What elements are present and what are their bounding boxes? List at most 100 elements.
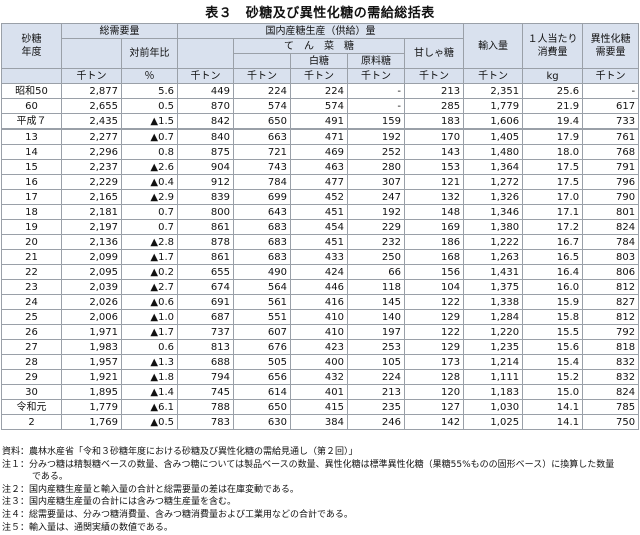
header-tensai: て ん 菜 糖	[233, 38, 405, 54]
value-cell: 127	[403, 399, 465, 415]
header-tensai-blank	[233, 53, 291, 69]
unit-cell: 千トン	[61, 68, 122, 84]
value-cell: 676	[233, 339, 291, 355]
value-cell: 904	[177, 159, 234, 175]
value-cell: 824	[582, 384, 640, 400]
value-cell: 156	[403, 264, 465, 280]
value-cell: 827	[582, 294, 640, 310]
table-row: 30 1,895 ▲1.4 745 614 401 213 120 1,183 15.0 824	[1, 384, 640, 400]
table-row: 29 1,921 ▲1.8 794 656 432 224 128 1,111 15.2 832	[1, 369, 640, 385]
value-cell: 186	[403, 234, 465, 250]
value-cell: 1,480	[463, 144, 524, 160]
value-cell: 912	[177, 174, 234, 190]
value-cell: 2,277	[61, 128, 122, 145]
table-title: 表３ 砂糖及び異性化糖の需給総括表	[205, 6, 435, 21]
value-cell: 16.5	[522, 249, 584, 265]
value-cell: 1,263	[463, 249, 524, 265]
value-cell: 170	[403, 128, 465, 145]
value-cell: 878	[177, 234, 234, 250]
value-cell: 400	[290, 354, 348, 370]
table-row: 20 2,136 ▲2.8 878 683 451 232 186 1,222 16.7 784	[1, 234, 640, 250]
value-cell: 818	[582, 339, 640, 355]
value-cell: 1,214	[463, 354, 524, 370]
value-cell: 655	[177, 264, 234, 280]
value-cell: 192	[347, 204, 405, 220]
value-cell: 451	[290, 204, 348, 220]
value-cell: 1,375	[463, 279, 524, 295]
year-cell: 29	[1, 369, 62, 385]
value-cell: 423	[290, 339, 348, 355]
value-cell: 17.1	[522, 204, 584, 220]
value-cell: 683	[233, 234, 291, 250]
value-cell: 17.2	[522, 219, 584, 235]
value-cell: 1,779	[61, 399, 122, 415]
value-cell: ▲0.6	[121, 294, 178, 310]
value-cell: 1,769	[61, 414, 122, 430]
unit-cell: kg	[522, 68, 584, 84]
table-row: 13 2,277 ▲0.7 840 663 471 192 170 1,405 17.9 761	[1, 128, 640, 145]
value-cell: 159	[347, 113, 405, 130]
value-cell: ▲0.7	[121, 128, 178, 145]
value-cell: 2,237	[61, 159, 122, 175]
value-cell: 0.6	[121, 339, 178, 355]
value-cell: 2,197	[61, 219, 122, 235]
value-cell: 229	[347, 219, 405, 235]
value-cell: 1,235	[463, 339, 524, 355]
value-cell: 2,655	[61, 98, 122, 114]
year-cell: 24	[1, 294, 62, 310]
header-demand: 総需要量	[61, 23, 178, 39]
value-cell: 14.1	[522, 399, 584, 415]
value-cell: -	[347, 83, 405, 99]
value-cell: 432	[290, 369, 348, 385]
value-cell: 213	[347, 384, 405, 400]
value-cell: 1,326	[463, 189, 524, 205]
value-cell: 643	[233, 204, 291, 220]
table-body: 昭和50 2,877 5.6 449 224 224-213 2,351 25.6-60 2,6…	[1, 83, 640, 430]
value-cell: 104	[403, 279, 465, 295]
value-cell: 2,229	[61, 174, 122, 190]
value-cell: 16.7	[522, 234, 584, 250]
value-cell: 870	[177, 98, 234, 114]
year-cell: 28	[1, 354, 62, 370]
value-cell: 1,921	[61, 369, 122, 385]
value-cell: 173	[403, 354, 465, 370]
value-cell: 1,606	[463, 113, 524, 130]
value-cell: 2,351	[463, 83, 524, 99]
value-cell: ▲2.7	[121, 279, 178, 295]
value-cell: 15.5	[522, 324, 584, 340]
value-cell: 122	[403, 324, 465, 340]
value-cell: 128	[403, 369, 465, 385]
value-cell: 384	[290, 414, 348, 430]
value-cell: 800	[177, 204, 234, 220]
value-cell: 250	[347, 249, 405, 265]
year-cell: 60	[1, 98, 62, 114]
year-cell: 令和元	[1, 399, 62, 415]
value-cell: 832	[582, 369, 640, 385]
table-row: 平成７ 2,435 ▲1.5 842 650 491 159 183 1,606 19.4 733	[1, 113, 640, 130]
header-percap: １人当たり 消費量	[522, 23, 584, 69]
value-cell: 861	[177, 249, 234, 265]
year-cell: 21	[1, 249, 62, 265]
value-cell: 617	[582, 98, 640, 114]
value-cell: 105	[347, 354, 405, 370]
value-cell: 143	[403, 144, 465, 160]
value-cell: 750	[582, 414, 640, 430]
value-cell: 2,296	[61, 144, 122, 160]
value-cell: 1,405	[463, 128, 524, 145]
table-row: 23 2,039 ▲2.7 674 564 446 118 104 1,375 16.0 812	[1, 279, 640, 295]
value-cell: 551	[233, 309, 291, 325]
value-cell: 452	[290, 189, 348, 205]
value-cell: 674	[177, 279, 234, 295]
table-row: 18 2,181 0.7 800 643 451 192 148 1,346 17.1 801	[1, 204, 640, 220]
value-cell: 17.0	[522, 189, 584, 205]
value-cell: 743	[233, 159, 291, 175]
value-cell: 2,006	[61, 309, 122, 325]
value-cell: 2,099	[61, 249, 122, 265]
value-cell: 574	[290, 98, 348, 114]
year-cell: 16	[1, 174, 62, 190]
value-cell: 129	[403, 339, 465, 355]
year-cell: 平成７	[1, 113, 62, 130]
value-cell: 839	[177, 189, 234, 205]
value-cell: 416	[290, 294, 348, 310]
value-cell: 663	[233, 128, 291, 145]
